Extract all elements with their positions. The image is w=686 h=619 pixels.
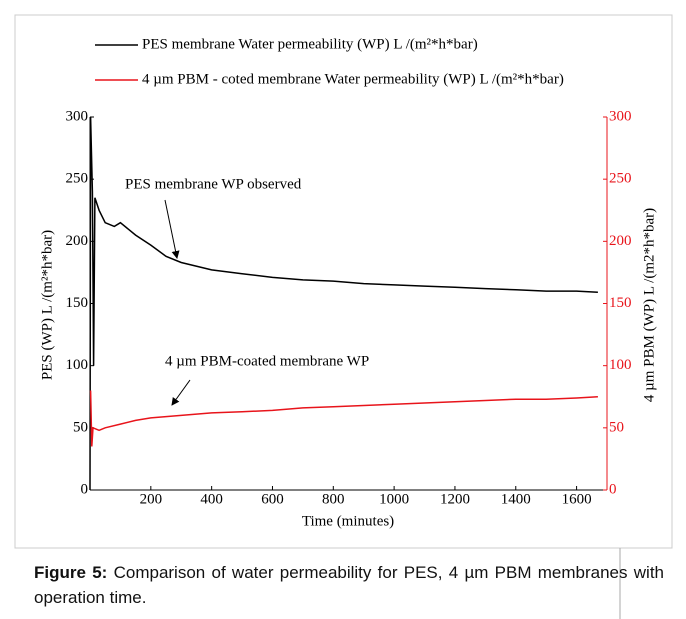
chart-frame xyxy=(14,14,673,549)
annotation: 4 µm PBM-coated membrane WP xyxy=(165,353,369,369)
legend-label: 4 µm PBM - coted membrane Water permeabi… xyxy=(142,71,564,87)
y2-tick-label: 150 xyxy=(609,295,632,311)
y2-tick-label: 200 xyxy=(609,233,632,249)
y-tick-label: 300 xyxy=(66,108,89,124)
y2-axis-label: 4 µm PBM (WP) L /(m2*h*bar) xyxy=(641,208,657,402)
y2-tick-label: 0 xyxy=(609,481,617,497)
x-tick-label: 600 xyxy=(261,491,284,507)
y-axis-label: PES (WP) L /(m²*h*bar) xyxy=(39,230,55,380)
y2-tick-label: 50 xyxy=(609,419,624,435)
y-tick-label: 200 xyxy=(66,233,89,249)
x-tick-label: 1600 xyxy=(562,491,592,507)
series-line xyxy=(89,116,598,491)
series-line xyxy=(89,390,598,447)
annotation-arrow xyxy=(171,379,191,406)
x-tick-label: 1200 xyxy=(440,491,470,507)
x-tick-label: 1400 xyxy=(501,491,531,507)
annotation: PES membrane WP observed xyxy=(125,176,302,192)
x-tick-label: 400 xyxy=(200,491,223,507)
caption: Figure 5: Comparison of water permeabili… xyxy=(34,560,664,610)
legend-label: PES membrane Water permeability (WP) L /… xyxy=(142,36,478,52)
x-tick-label: 1000 xyxy=(379,491,409,507)
y2-tick-label: 100 xyxy=(609,357,632,373)
y-tick-label: 100 xyxy=(66,357,89,373)
y-tick-label: 250 xyxy=(66,171,89,187)
annotation-arrow xyxy=(164,199,180,259)
y-tick-label: 0 xyxy=(81,481,89,497)
x-tick-label: 800 xyxy=(322,491,345,507)
x-tick-label: 200 xyxy=(140,491,163,507)
y2-tick-label: 300 xyxy=(609,108,632,124)
caption-text: Comparison of water permeability for PES… xyxy=(34,563,664,607)
y-tick-label: 150 xyxy=(66,295,89,311)
y-tick-label: 50 xyxy=(73,419,88,435)
caption-label: Figure 5: xyxy=(34,563,108,582)
y2-tick-label: 250 xyxy=(609,171,632,187)
x-axis-label: Time (minutes) xyxy=(302,513,394,529)
